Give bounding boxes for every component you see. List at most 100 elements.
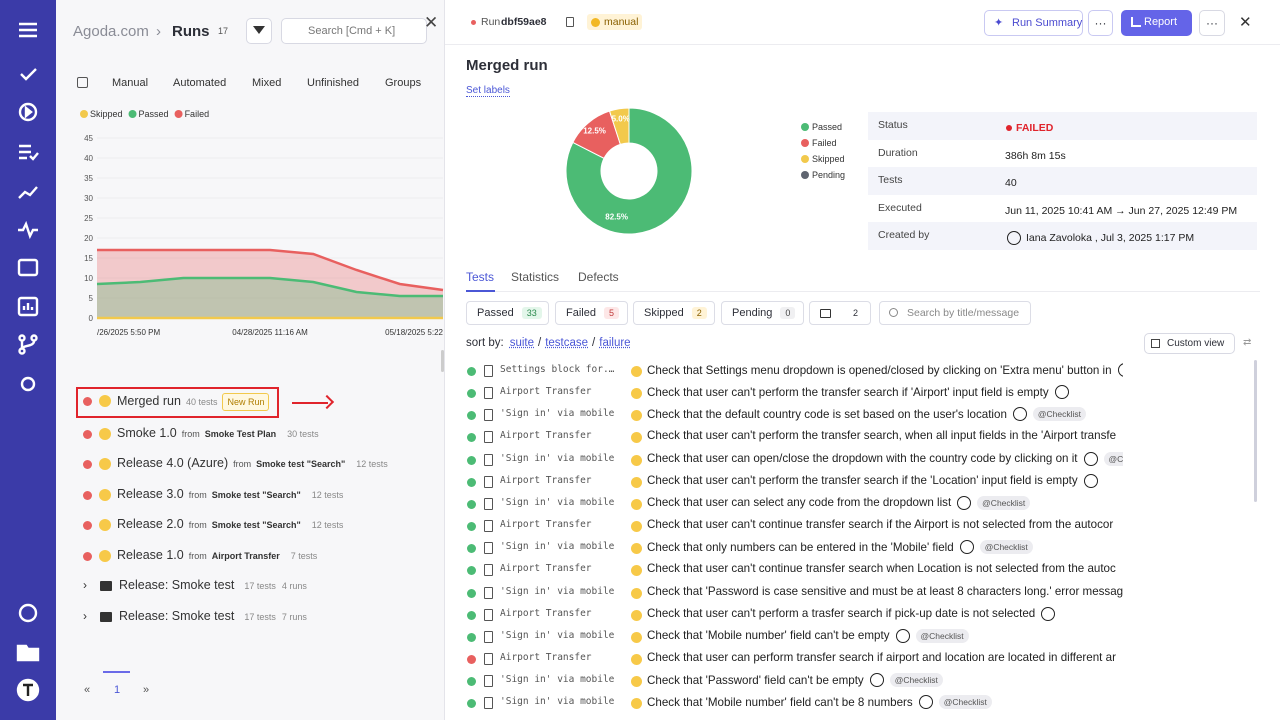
group-item[interactable]: Release: Smoke test17 tests4 runs (119, 578, 307, 592)
more-button[interactable]: ··· (1088, 10, 1113, 36)
test-avatar (1013, 407, 1027, 421)
legend-dot (801, 139, 809, 147)
from-label: from (182, 429, 200, 439)
test-row[interactable]: Check that user can't continue transfer … (647, 518, 1123, 531)
detail-tab[interactable]: Defects (578, 270, 619, 284)
test-suite: Airport Transfer (500, 430, 616, 441)
detail-row (868, 167, 1257, 195)
test-row[interactable]: Check that 'Mobile number' field can't b… (647, 629, 1123, 643)
sidebar-icons (0, 0, 56, 720)
test-suite: Airport Transfer (500, 386, 616, 397)
test-row[interactable]: Check that user can select any code from… (647, 496, 1123, 510)
test-search[interactable]: Search by title/message (879, 301, 1031, 325)
run-tests: 12 tests (312, 490, 344, 500)
status-filter[interactable]: Skipped2 (633, 301, 715, 325)
test-row[interactable]: Check that user can't perform the transf… (647, 385, 1123, 399)
test-suite: Airport Transfer (500, 563, 616, 574)
page-title: Runs (172, 23, 210, 40)
comment-icon (820, 309, 831, 318)
filter-tab[interactable]: Mixed (252, 77, 281, 89)
test-row[interactable]: Check that user can't perform a trasfer … (647, 607, 1123, 621)
test-suite: 'Sign in' via mobile (500, 674, 616, 685)
test-title: Check that user can't continue transfer … (647, 562, 1116, 575)
test-row[interactable]: Check that only numbers can be entered i… (647, 540, 1123, 554)
page-prev[interactable]: « (84, 684, 90, 696)
sort-option[interactable]: suite (510, 337, 534, 349)
run-item[interactable]: Smoke 1.0fromSmoke Test Plan30 tests (117, 426, 319, 440)
x-tick-label: 05/18/2025 5:22 (385, 328, 443, 337)
test-doc-icon (484, 675, 493, 687)
test-title: Check that user can perform transfer sea… (647, 651, 1116, 664)
status-icon (83, 430, 92, 439)
test-status (467, 699, 476, 708)
comments-filter[interactable]: 2 (809, 301, 871, 325)
filter-tab[interactable]: Unfinished (307, 77, 359, 89)
status-filter[interactable]: Failed5 (555, 301, 628, 325)
filter-tab[interactable]: Groups (385, 77, 421, 89)
sort-bar: sort by:suite/testcase/failure (466, 337, 631, 349)
page-number[interactable]: 1 (114, 684, 120, 696)
test-row[interactable]: Check that user can't perform the transf… (647, 429, 1123, 442)
run-item[interactable]: Release 1.0fromAirport Transfer7 tests (117, 548, 317, 562)
expand-icon: › (83, 609, 87, 623)
run-item[interactable]: Release 3.0fromSmoke test "Search"12 tes… (117, 487, 343, 501)
runs-chart: 051015202530354045/26/2025 5:50 PM04/28/… (56, 100, 444, 345)
filter-tab[interactable]: Automated (173, 77, 226, 89)
test-suite: 'Sign in' via mobile (500, 541, 616, 552)
test-tag: @Checklist (1033, 407, 1086, 421)
from-source: Smoke test "Search" (212, 490, 301, 500)
test-suite: Airport Transfer (500, 608, 616, 619)
test-title: Check that only numbers can be entered i… (647, 541, 954, 554)
detail-tab[interactable]: Statistics (511, 270, 559, 284)
test-row[interactable]: Check that Settings menu dropdown is ope… (647, 363, 1123, 377)
status-filter[interactable]: Pending0 (721, 301, 804, 325)
y-tick-label: 35 (84, 174, 93, 183)
test-suite: Airport Transfer (500, 519, 616, 530)
test-doc-icon (484, 631, 493, 643)
status-filter[interactable]: Passed33 (466, 301, 549, 325)
test-row[interactable]: Check that the default country code is s… (647, 407, 1123, 421)
from-source: Airport Transfer (212, 551, 280, 561)
test-suite: 'Sign in' via mobile (500, 453, 616, 464)
test-row[interactable]: Check that user can perform transfer sea… (647, 651, 1123, 664)
detail-tab[interactable]: Tests (466, 270, 494, 284)
test-type-icon (631, 366, 642, 377)
set-labels[interactable]: Set labels (466, 85, 510, 97)
test-status (467, 456, 476, 465)
close-detail[interactable]: ✕ (1239, 13, 1252, 31)
run-item[interactable]: Release 2.0fromSmoke test "Search"12 tes… (117, 517, 343, 531)
test-type-icon (631, 543, 642, 554)
more-button[interactable]: ··· (1199, 10, 1225, 36)
test-row[interactable]: Check that 'Password' field can't be emp… (647, 673, 1123, 687)
test-status (467, 522, 476, 531)
filter-tab[interactable]: Manual (112, 77, 148, 89)
header-divider (445, 44, 1280, 45)
test-row[interactable]: Check that 'Password is case sensitive a… (647, 585, 1123, 598)
group-item[interactable]: Release: Smoke test17 tests7 runs (119, 609, 307, 623)
run-item[interactable]: Release 4.0 (Azure)fromSmoke test "Searc… (117, 456, 388, 470)
test-status (467, 433, 476, 442)
test-title: Check that 'Mobile number' field can't b… (647, 696, 913, 709)
page-next[interactable]: » (143, 684, 149, 696)
sort-option[interactable]: failure (599, 337, 630, 349)
sort-option[interactable]: testcase (545, 337, 588, 349)
sort-label: sort by: (466, 337, 504, 349)
test-type-icon (631, 632, 642, 643)
test-type-icon (631, 698, 642, 709)
test-tag: @Checklist (980, 540, 1033, 554)
test-status (467, 589, 476, 598)
filter-icon (253, 26, 265, 34)
legend-dot (175, 110, 183, 118)
test-row[interactable]: Check that user can't continue transfer … (647, 562, 1123, 575)
test-row[interactable]: Check that user can't perform the transf… (647, 474, 1123, 488)
test-row[interactable]: Check that user can open/close the dropd… (647, 452, 1123, 466)
test-suite: Airport Transfer (500, 652, 616, 663)
legend-label: Skipped (812, 154, 845, 164)
tag-icon (591, 18, 600, 27)
from-label: from (233, 459, 251, 469)
test-type-icon (631, 477, 642, 488)
close-runs[interactable]: ✕ (424, 13, 438, 33)
test-row[interactable]: Check that 'Mobile number' field can't b… (647, 695, 1123, 709)
copy-icon[interactable] (566, 17, 574, 27)
test-title: Check that user can open/close the dropd… (647, 452, 1078, 465)
